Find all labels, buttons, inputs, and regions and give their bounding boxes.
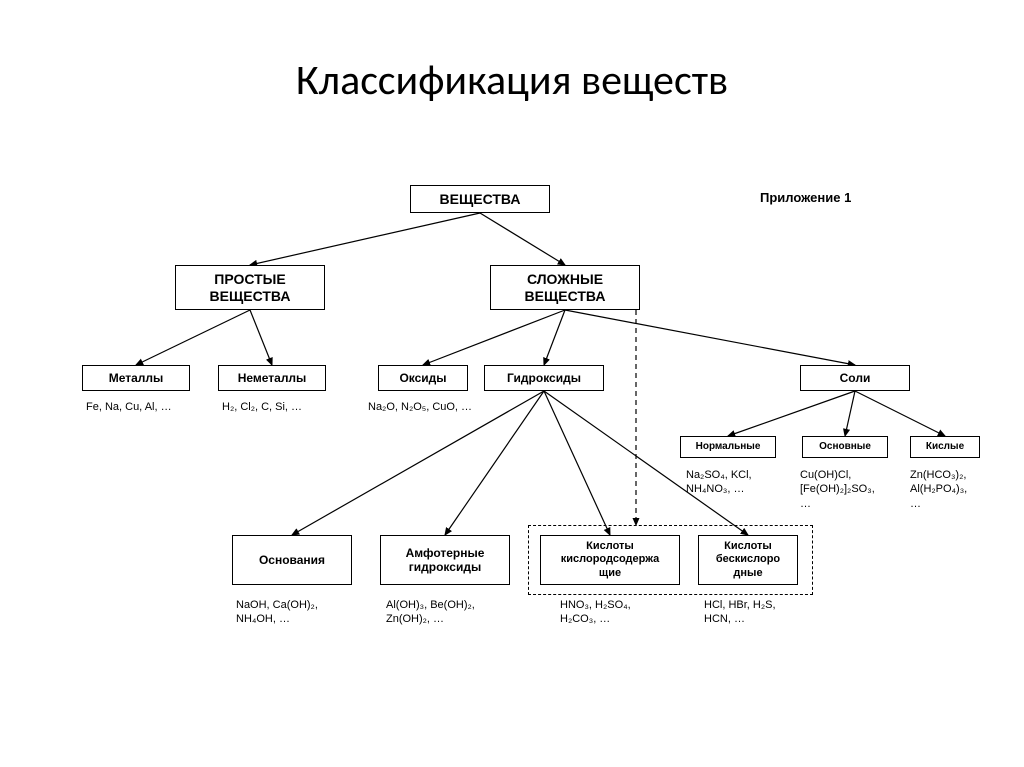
appendix-label: Приложение 1	[760, 190, 851, 205]
examples-amphot: Al(OH)₃, Be(OH)₂,Zn(OH)₂, …	[386, 598, 475, 627]
examples-salts_bas: Cu(OH)Cl,[Fe(OH)₂]₂SO₃,…	[800, 468, 875, 511]
node-simple: ПРОСТЫЕВЕЩЕСТВА	[175, 265, 325, 310]
node-nonmetals: Неметаллы	[218, 365, 326, 391]
examples-acids_nox: HCl, HBr, H₂S,HCN, …	[704, 598, 776, 627]
node-metals: Металлы	[82, 365, 190, 391]
examples-metals: Fe, Na, Cu, Al, …	[86, 400, 172, 414]
node-oxides: Оксиды	[378, 365, 468, 391]
examples-nonmetals: H₂, Cl₂, C, Si, …	[222, 400, 302, 414]
node-salts: Соли	[800, 365, 910, 391]
node-acids_ox: Кислотыкислородсодержащие	[540, 535, 680, 585]
examples-salts_acid: Zn(HCO₃)₂,Al(H₂PO₄)₃,…	[910, 468, 967, 511]
node-acids_nox: Кислотыбескислородные	[698, 535, 798, 585]
node-salts_bas: Основные	[802, 436, 888, 458]
examples-bases: NaOH, Ca(OH)₂,NH₄OH, …	[236, 598, 318, 627]
examples-acids_ox: HNO₃, H₂SO₄,H₂CO₃, …	[560, 598, 631, 627]
page-title: Классификация веществ	[0, 55, 1024, 106]
examples-oxides: Na₂O, N₂O₅, CuO, …	[368, 400, 472, 414]
node-complex: СЛОЖНЫЕВЕЩЕСТВА	[490, 265, 640, 310]
node-root: ВЕЩЕСТВА	[410, 185, 550, 213]
node-amphot: Амфотерныегидроксиды	[380, 535, 510, 585]
node-salts_norm: Нормальные	[680, 436, 776, 458]
examples-salts_norm: Na₂SO₄, KCl,NH₄NO₃, …	[686, 468, 752, 497]
node-bases: Основания	[232, 535, 352, 585]
node-salts_acid: Кислые	[910, 436, 980, 458]
node-hydrox: Гидроксиды	[484, 365, 604, 391]
